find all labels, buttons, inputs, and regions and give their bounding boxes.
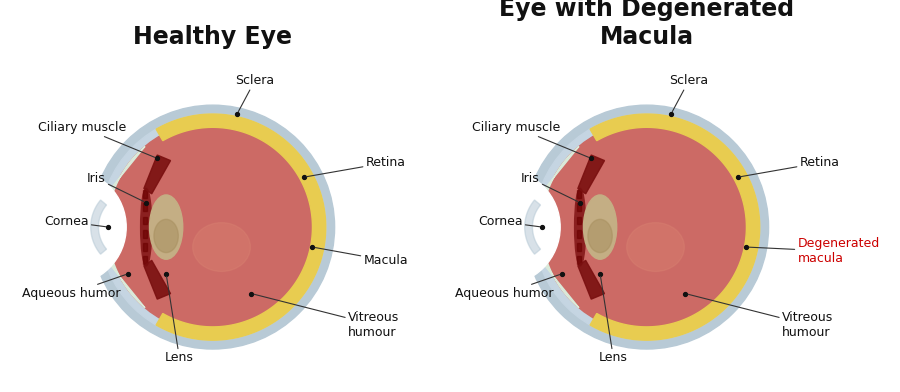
Polygon shape — [156, 114, 326, 340]
Ellipse shape — [149, 195, 183, 259]
Polygon shape — [525, 200, 541, 254]
Title: Eye with Degenerated
Macula: Eye with Degenerated Macula — [500, 0, 794, 49]
Text: Sclera: Sclera — [670, 74, 708, 112]
Ellipse shape — [583, 195, 617, 259]
Circle shape — [11, 169, 126, 285]
Text: Lens: Lens — [165, 276, 194, 365]
Ellipse shape — [154, 220, 178, 252]
Polygon shape — [577, 256, 581, 264]
Polygon shape — [143, 243, 148, 251]
Text: Iris: Iris — [87, 172, 144, 201]
Polygon shape — [143, 190, 148, 198]
Polygon shape — [525, 147, 579, 308]
Ellipse shape — [193, 223, 250, 271]
Ellipse shape — [588, 220, 612, 252]
Text: Macula: Macula — [315, 247, 408, 267]
Text: Sclera: Sclera — [235, 74, 274, 112]
Polygon shape — [143, 216, 148, 224]
Polygon shape — [578, 260, 605, 299]
Polygon shape — [577, 230, 581, 238]
Text: Vitreous
humour: Vitreous humour — [254, 294, 400, 339]
Polygon shape — [143, 230, 148, 238]
Text: Cornea: Cornea — [44, 215, 105, 228]
Ellipse shape — [626, 223, 684, 271]
Circle shape — [91, 105, 335, 349]
Ellipse shape — [140, 188, 152, 266]
Polygon shape — [577, 203, 581, 211]
Circle shape — [525, 105, 769, 349]
Polygon shape — [577, 216, 581, 224]
Polygon shape — [143, 203, 148, 211]
Circle shape — [107, 122, 318, 332]
Ellipse shape — [574, 188, 586, 266]
Text: Retina: Retina — [306, 156, 406, 177]
Polygon shape — [577, 243, 581, 251]
Text: Lens: Lens — [598, 276, 628, 365]
Title: Healthy Eye: Healthy Eye — [133, 25, 292, 49]
Circle shape — [534, 114, 760, 340]
Polygon shape — [91, 147, 145, 308]
Text: Vitreous
humour: Vitreous humour — [688, 294, 833, 339]
Circle shape — [541, 122, 752, 332]
Text: Ciliary muscle: Ciliary muscle — [38, 121, 155, 157]
Circle shape — [100, 114, 326, 340]
Text: Cornea: Cornea — [478, 215, 540, 228]
Text: Iris: Iris — [521, 172, 578, 201]
Text: Ciliary muscle: Ciliary muscle — [472, 121, 589, 157]
Polygon shape — [143, 256, 148, 264]
Polygon shape — [144, 260, 170, 299]
Polygon shape — [577, 190, 581, 198]
Polygon shape — [91, 200, 106, 254]
Text: Aqueous humor: Aqueous humor — [22, 274, 126, 300]
Text: Retina: Retina — [741, 156, 840, 177]
Circle shape — [445, 169, 560, 285]
Polygon shape — [144, 155, 170, 194]
Text: Aqueous humor: Aqueous humor — [455, 274, 560, 300]
Polygon shape — [578, 155, 605, 194]
Polygon shape — [590, 114, 760, 340]
Text: Degenerated
macula: Degenerated macula — [749, 238, 879, 265]
